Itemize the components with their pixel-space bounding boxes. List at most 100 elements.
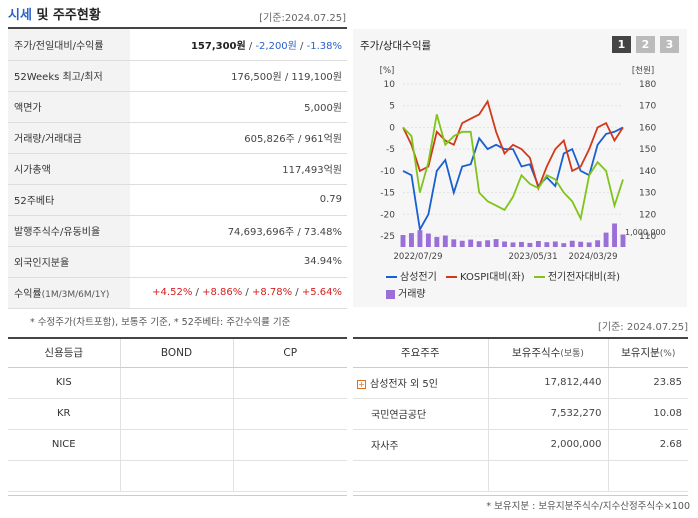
volume-bar <box>493 239 499 247</box>
volume-bar <box>544 242 550 247</box>
holder-pct: 2.68 <box>608 429 688 461</box>
table-row-empty <box>353 460 688 492</box>
column-header: 보유지분(%) <box>608 339 688 368</box>
volume-bar <box>552 241 558 247</box>
x-tick-label: 2023/05/31 <box>509 252 558 262</box>
divider <box>8 27 347 29</box>
chart-tab-1[interactable]: 1 <box>612 36 631 53</box>
volume-bar <box>459 240 465 247</box>
left-tick-label: -5 <box>386 145 395 155</box>
chart-tab-2[interactable]: 2 <box>636 36 655 53</box>
cp-rating <box>233 398 347 430</box>
column-header: 보유주식수(보통) <box>488 339 609 368</box>
column-header-sub: (%) <box>659 349 676 360</box>
cp-rating <box>233 429 347 461</box>
left-tick-label: 0 <box>389 123 395 133</box>
table-row: NICE <box>8 429 347 461</box>
table-row-empty <box>8 460 347 492</box>
table-row: 시가총액 117,493억원 <box>8 153 347 185</box>
right-axis-unit: [천원] <box>632 65 654 76</box>
returns-value: +4.52% / +8.86% / +8.78% / +5.64% <box>130 277 347 309</box>
left-tick-label: 10 <box>384 80 396 90</box>
table-row: 외국인지분율 34.94% <box>8 246 347 278</box>
rating-agency: KR <box>8 398 121 430</box>
holder-name: + 삼성전자 외 5인 <box>353 367 489 399</box>
table-header-row: 신용등급 BOND CP <box>8 339 347 368</box>
expand-icon[interactable]: + <box>357 379 366 389</box>
divider <box>8 337 347 339</box>
right-tick-label: 160 <box>639 123 656 133</box>
volume-bar <box>476 241 482 247</box>
volume-axis-label: 1,000,000 <box>625 228 666 237</box>
row-value: 605,826주 / 961억원 <box>130 122 347 154</box>
column-header: BOND <box>120 339 234 368</box>
footnote: * 보유지분 : 보유지분주식수/지수산정주식수×100 <box>486 501 690 512</box>
volume-bar <box>485 240 491 247</box>
chart-panel: 주가/상대수익률 1 2 3 [%] [천원] 10 5 0 -5 -10 -15 -20 -25… <box>353 29 687 307</box>
cp-rating <box>233 367 347 399</box>
volume-bar <box>417 230 423 247</box>
row-value: 34.94% <box>130 246 347 278</box>
legend-label: 삼성전기 <box>400 272 437 283</box>
section-title-sub: 및 주주현황 <box>31 8 101 23</box>
price-change-rate: -1.38% <box>306 40 342 52</box>
legend-swatch-price <box>386 276 397 278</box>
right-tick-label: 150 <box>639 145 656 155</box>
right-tick-label: 140 <box>639 167 656 177</box>
row-label: 52주베타 <box>8 184 130 216</box>
row-label: 외국인지분율 <box>8 246 130 278</box>
current-price: 157,300원 <box>190 40 246 52</box>
table-header-row: 주요주주 보유주식수(보통) 보유지분(%) <box>353 339 688 368</box>
price-value: 157,300원 / -2,200원 / -1.38% <box>130 29 347 61</box>
series-line-1 <box>402 126 624 233</box>
left-tick-label: -15 <box>380 189 395 199</box>
base-date: [기준:2024.07.25] <box>259 13 346 24</box>
price-info-table: 주가/전일대비/수익률 157,300원 / -2,200원 / -1.38% … <box>8 29 347 309</box>
legend-swatch-sector <box>533 276 545 278</box>
rating-agency: NICE <box>8 429 121 461</box>
column-header: CP <box>233 339 347 368</box>
legend-item: 거래량 <box>386 286 426 303</box>
right-tick-label: 130 <box>639 189 656 199</box>
separator: / <box>296 40 307 52</box>
rating-agency: KIS <box>8 367 121 399</box>
chart-tabs: 1 2 3 <box>612 36 679 53</box>
row-label: 주가/전일대비/수익률 <box>8 29 130 61</box>
volume-bar <box>519 241 524 247</box>
section-title: 시세 및 주주현황 <box>8 4 101 23</box>
volume-bar <box>578 241 584 247</box>
column-header-text: 보유지분 <box>621 347 660 360</box>
table-row: KR <box>8 398 347 430</box>
volume-bar <box>434 236 440 247</box>
row-label: 발행주식수/유동비율 <box>8 215 130 247</box>
legend-label: KOSPI대비(좌) <box>460 272 525 283</box>
holder-name: 자사주 <box>353 429 489 461</box>
returns-label: 수익률 <box>14 289 42 300</box>
volume-bar <box>468 239 474 247</box>
bond-rating <box>120 398 234 430</box>
section-title-main: 시세 <box>8 8 32 23</box>
volume-bar <box>535 241 541 247</box>
price-change: -2,200원 <box>255 40 297 52</box>
separator: / <box>192 287 203 298</box>
table-row: KIS <box>8 367 347 399</box>
left-axis-unit: [%] <box>380 66 395 76</box>
table-row: + 삼성전자 외 5인 17,812,440 23.85 <box>353 367 688 399</box>
column-header: 주요주주 <box>353 339 489 368</box>
major-shareholders-table: 주요주주 보유주식수(보통) 보유지분(%) + 삼성전자 외 5인 17,812… <box>353 339 688 492</box>
left-tick-label: 5 <box>389 102 395 112</box>
row-label: 액면가 <box>8 91 130 123</box>
chart-tab-3[interactable]: 3 <box>660 36 679 53</box>
bond-rating <box>120 429 234 461</box>
holder-name-text[interactable]: 삼성전자 외 5인 <box>370 379 438 390</box>
right-tick-label: 180 <box>639 80 656 90</box>
right-tick-label: 110 <box>639 232 656 242</box>
column-header: 신용등급 <box>8 339 121 368</box>
row-value: 5,000원 <box>130 91 347 123</box>
volume-bar <box>442 235 448 247</box>
table-row: 주가/전일대비/수익률 157,300원 / -2,200원 / -1.38% <box>8 29 347 61</box>
holder-pct: 23.85 <box>608 367 688 399</box>
holder-pct: 10.08 <box>608 398 688 430</box>
volume-bar <box>595 240 601 247</box>
volume-bar <box>400 235 406 247</box>
